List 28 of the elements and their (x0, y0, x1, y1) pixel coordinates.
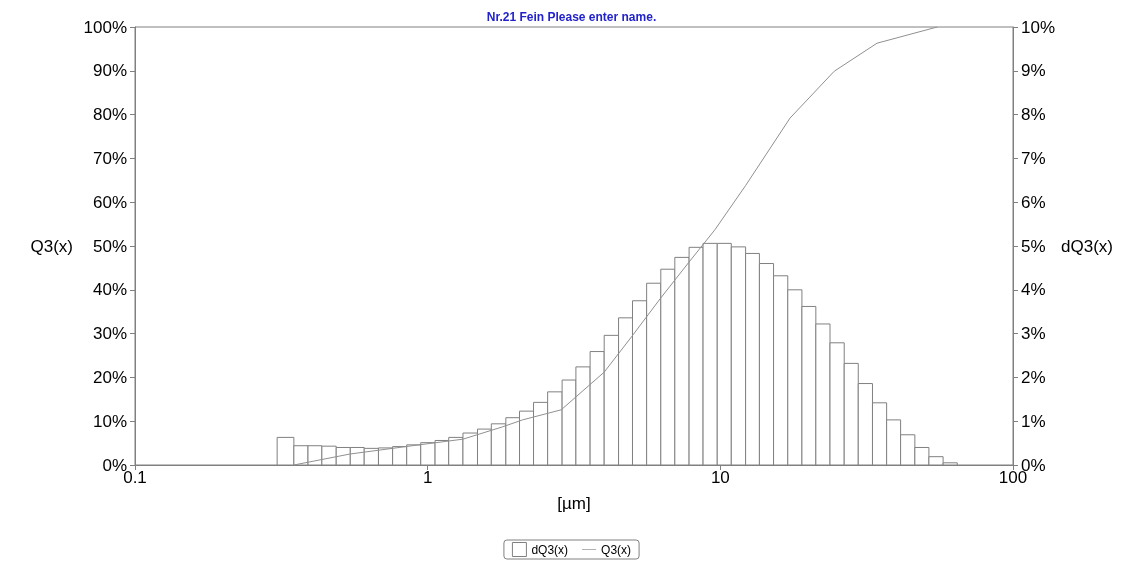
y2-tick-label: 9% (1021, 61, 1046, 81)
y2-tick-label: 2% (1021, 367, 1046, 387)
y-tick-label: 10% (92, 411, 127, 431)
chart-title: Nr.21 Fein Please enter name. (486, 10, 657, 24)
y-axis-title: Q3(x) (30, 236, 73, 256)
y2-tick-label: 6% (1021, 192, 1046, 212)
y-tick-label: 50% (92, 236, 127, 256)
y2-tick-label: 7% (1021, 148, 1046, 168)
y-tick-label: 70% (92, 148, 127, 168)
y-tick-label: 60% (92, 192, 127, 212)
y2-tick-label: 8% (1021, 105, 1046, 125)
y2-tick-label: 10% (1021, 17, 1056, 37)
y2-axis-title: dQ3(x) (1061, 236, 1113, 256)
y2-tick-label: 4% (1021, 280, 1046, 300)
y-tick-label: 90% (92, 61, 127, 81)
legend-label: dQ3(x) (531, 542, 569, 557)
y2-tick-label: 1% (1021, 411, 1046, 431)
x-tick-label: 10 (710, 468, 730, 487)
y-tick-label: 30% (92, 324, 127, 344)
x-tick-label: 1 (422, 468, 433, 487)
y2-tick-label: 3% (1021, 324, 1046, 344)
y-tick-label: 40% (92, 280, 127, 300)
y-tick-label: 20% (92, 367, 127, 387)
legend-label: Q3(x) (601, 542, 632, 557)
y-tick-label: 100% (83, 17, 127, 37)
y-tick-label: 80% (92, 105, 127, 125)
x-axis-title: [µm] (557, 494, 591, 513)
y2-tick-label: 5% (1021, 236, 1046, 256)
